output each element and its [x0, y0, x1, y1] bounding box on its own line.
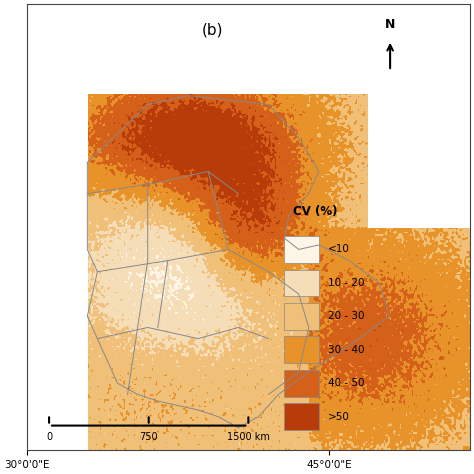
- FancyBboxPatch shape: [284, 337, 319, 363]
- Text: <10: <10: [328, 245, 350, 255]
- FancyBboxPatch shape: [284, 370, 319, 397]
- Text: 30 - 40: 30 - 40: [328, 345, 365, 355]
- Text: 0: 0: [46, 432, 52, 442]
- Text: CV (%): CV (%): [292, 205, 337, 218]
- Text: 20 - 30: 20 - 30: [328, 311, 365, 321]
- Text: N: N: [385, 18, 395, 31]
- Text: 10 - 20: 10 - 20: [328, 278, 365, 288]
- Text: 750: 750: [139, 432, 158, 442]
- FancyBboxPatch shape: [284, 270, 319, 296]
- Text: >50: >50: [328, 411, 350, 422]
- Text: 40 - 50: 40 - 50: [328, 378, 365, 388]
- Text: 1500 km: 1500 km: [227, 432, 270, 442]
- FancyBboxPatch shape: [284, 403, 319, 430]
- Text: (b): (b): [202, 22, 224, 37]
- FancyBboxPatch shape: [284, 236, 319, 263]
- FancyBboxPatch shape: [284, 303, 319, 330]
